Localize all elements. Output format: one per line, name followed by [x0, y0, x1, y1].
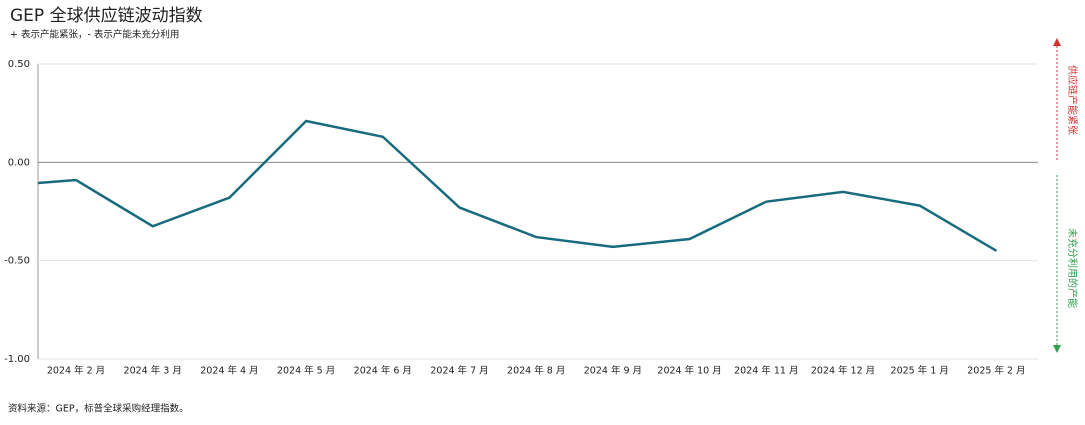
source-note: 资料来源：GEP，标普全球采购经理指数。 [8, 403, 189, 415]
x-tick-label: 2024 年 6 月 [354, 365, 412, 377]
x-tick-label: 2024 年 12 月 [811, 365, 875, 377]
x-tick-label: 2025 年 2 月 [967, 365, 1025, 377]
y-tick-label: -1.00 [4, 354, 30, 365]
y-tick-label: -0.50 [4, 256, 30, 267]
x-tick-label: 2024 年 8 月 [507, 365, 565, 377]
y-tick-label: 0.00 [8, 157, 30, 168]
x-tick-label: 2024 年 2 月 [47, 365, 105, 377]
x-tick-label: 2025 年 1 月 [891, 365, 949, 377]
x-tick-label: 2024 年 11 月 [734, 365, 798, 377]
slack-label: 未充分利用的产能 [1066, 228, 1079, 308]
x-tick-label: 2024 年 3 月 [124, 365, 182, 377]
chart-title: GEP 全球供应链波动指数 [10, 6, 203, 26]
x-tick-label: 2024 年 10 月 [657, 365, 721, 377]
x-tick-label: 2024 年 7 月 [430, 365, 488, 377]
line-series [38, 119, 998, 252]
x-tick-label: 2024 年 5 月 [277, 365, 335, 377]
x-tick-label: 2024 年 4 月 [200, 365, 258, 377]
y-tick-label: 0.50 [8, 59, 30, 70]
x-tick-label: 2024 年 9 月 [584, 365, 642, 377]
tight-label: 供应链产能紧张 [1066, 65, 1079, 135]
chart-subtitle: + 表示产能紧张，- 表示产能未充分利用 [10, 29, 179, 41]
